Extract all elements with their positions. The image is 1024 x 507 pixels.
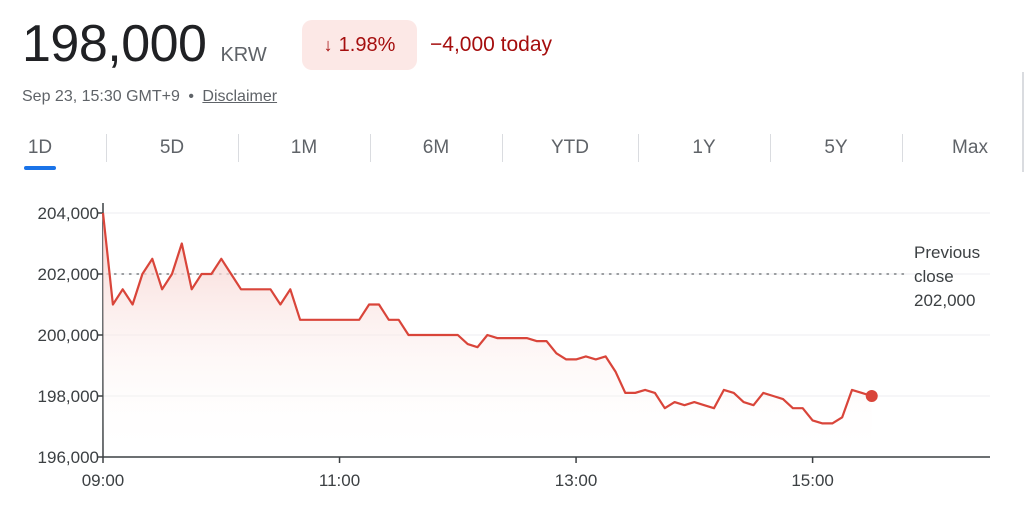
tab-1m[interactable]: 1M — [290, 137, 318, 158]
y-tick-label: 198,000 — [38, 387, 99, 406]
tab-5y[interactable]: 5Y — [824, 137, 848, 158]
range-tabs: 1D 5D 1M 6M YTD 1Y 5Y Max — [0, 128, 1024, 174]
current-price: 198,000 — [22, 15, 207, 73]
tab-5d[interactable]: 5D — [159, 137, 185, 158]
y-tick-label: 204,000 — [38, 204, 99, 223]
tab-1d[interactable]: 1D — [27, 137, 53, 158]
panel-edge — [1022, 72, 1024, 172]
y-tick-label: 202,000 — [38, 265, 99, 284]
active-tab-indicator — [24, 166, 56, 170]
tab-divider — [770, 134, 771, 162]
tab-6m[interactable]: 6M — [422, 137, 450, 158]
tab-max[interactable]: Max — [952, 137, 988, 158]
previous-close-text: Previous — [914, 243, 980, 262]
change-today: −4,000 today — [430, 33, 553, 56]
currency-code: KRW — [220, 44, 267, 66]
y-axis: 204,000 202,000 200,000 198,000 196,000 — [38, 203, 104, 467]
x-tick-label: 09:00 — [82, 471, 125, 490]
change-percent: 1.98% — [338, 33, 396, 56]
x-axis: 09:00 11:00 13:00 15:00 — [82, 457, 834, 490]
tab-ytd[interactable]: YTD — [551, 137, 589, 158]
change-percent-badge: ↓ 1.98% — [302, 20, 417, 70]
tab-divider — [106, 134, 107, 162]
x-tick-label: 11:00 — [319, 471, 360, 490]
tab-divider — [902, 134, 903, 162]
previous-close-text: close — [914, 267, 954, 286]
previous-close-label: Previous close 202,000 — [914, 243, 980, 310]
x-tick-label: 15:00 — [791, 471, 834, 490]
tab-1y[interactable]: 1Y — [692, 137, 716, 158]
price-header: 198,000 KRW — [22, 14, 267, 74]
price-chart: 204,000 202,000 200,000 198,000 196,000 Prev… — [38, 203, 990, 490]
quote-meta: Sep 23, 15:30 GMT+9 • Disclaimer — [22, 88, 277, 106]
price-line — [101, 212, 873, 425]
tab-divider — [238, 134, 239, 162]
tab-divider — [638, 134, 639, 162]
tab-divider — [502, 134, 503, 162]
meta-separator: • — [188, 88, 194, 105]
y-tick-label: 200,000 — [38, 326, 99, 345]
arrow-down-icon: ↓ — [323, 34, 333, 55]
tab-divider — [370, 134, 371, 162]
last-price-dot — [865, 390, 878, 402]
x-tick-label: 13:00 — [555, 471, 598, 490]
price-area — [103, 213, 872, 457]
disclaimer-link[interactable]: Disclaimer — [202, 88, 278, 105]
previous-close-text: 202,000 — [914, 291, 975, 310]
quote-timestamp: Sep 23, 15:30 GMT+9 — [22, 88, 180, 105]
y-tick-label: 196,000 — [38, 448, 99, 467]
